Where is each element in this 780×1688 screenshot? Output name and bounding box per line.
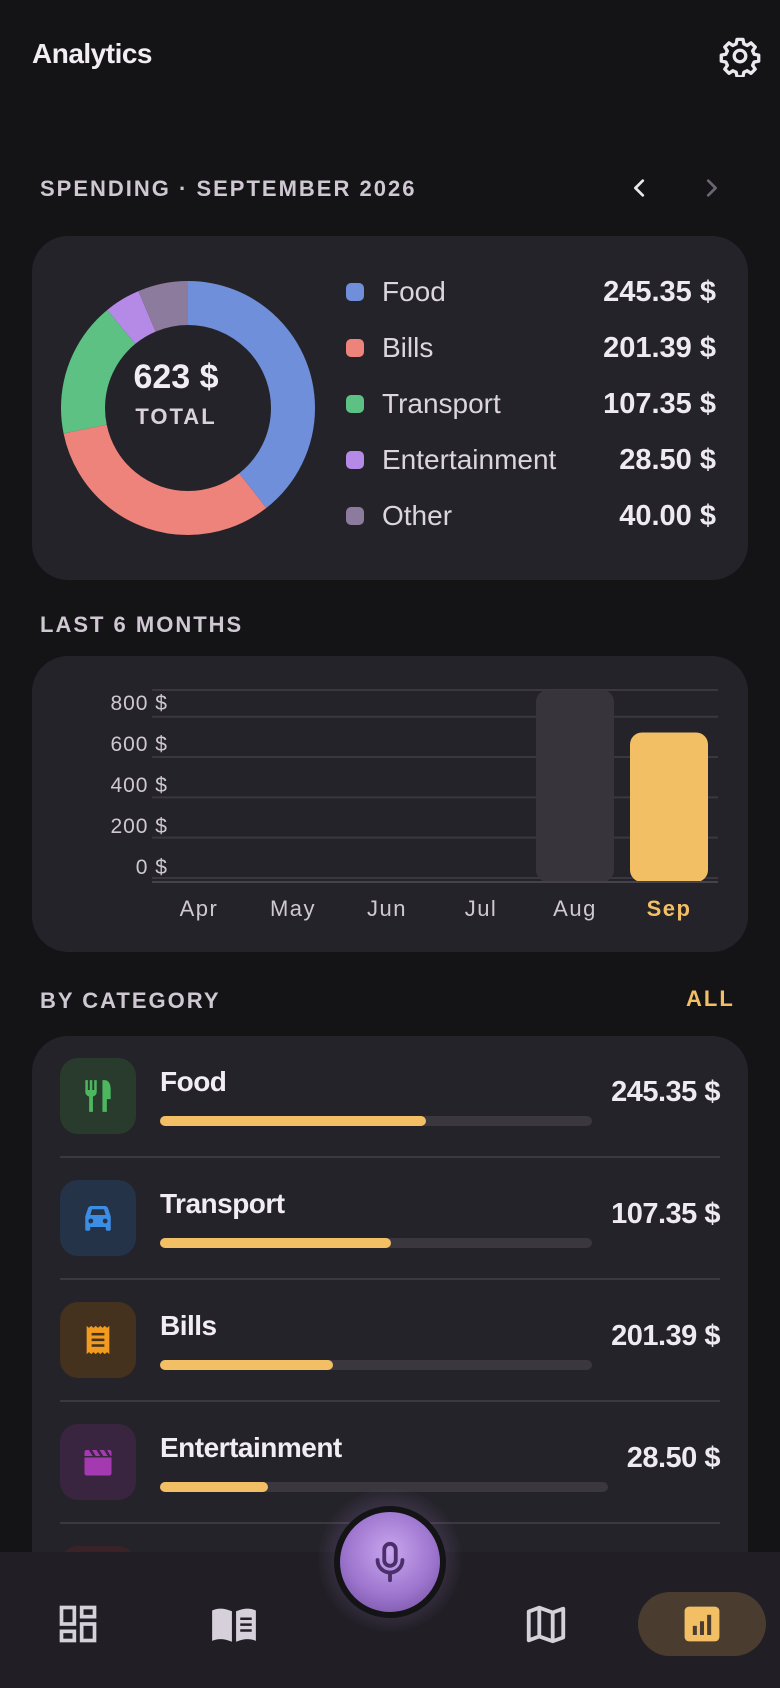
legend-swatch bbox=[346, 451, 364, 469]
category-progress-fill bbox=[160, 1238, 392, 1248]
months-section-title: LAST 6 MONTHS bbox=[40, 612, 244, 637]
category-amount: 245.35 $ bbox=[611, 1076, 720, 1108]
legend-value: 28.50 $ bbox=[619, 443, 716, 476]
category-progress-fill bbox=[160, 1482, 268, 1492]
dashboard-icon bbox=[59, 1605, 97, 1643]
category-name: Transport bbox=[160, 1188, 285, 1219]
car-icon bbox=[85, 1206, 111, 1231]
category-progress-track bbox=[160, 1238, 592, 1248]
chevron-left-icon bbox=[634, 179, 645, 197]
bar-sep[interactable] bbox=[630, 732, 708, 882]
legend-swatch bbox=[346, 283, 364, 301]
clapperboard-icon bbox=[84, 1450, 112, 1476]
legend-swatch bbox=[346, 507, 364, 525]
categories-section-title: BY CATEGORY bbox=[40, 988, 221, 1013]
category-progress-fill bbox=[160, 1116, 426, 1126]
category-name: Entertainment bbox=[160, 1432, 342, 1463]
legend-value: 107.35 $ bbox=[603, 387, 716, 420]
x-tick-label: Jun bbox=[367, 896, 407, 921]
previous-month-button[interactable] bbox=[618, 166, 662, 210]
legend-item-bills: Bills 201.39 $ bbox=[346, 320, 716, 376]
settings-button[interactable] bbox=[716, 32, 764, 80]
category-name: Bills bbox=[160, 1310, 217, 1341]
book-icon bbox=[212, 1608, 256, 1642]
category-icon-tile bbox=[60, 1302, 136, 1378]
category-amount: 28.50 $ bbox=[626, 1442, 721, 1474]
legend-value: 40.00 $ bbox=[619, 499, 716, 532]
category-icon-tile bbox=[60, 1424, 136, 1500]
legend-swatch bbox=[346, 339, 364, 357]
app-bar: Analytics bbox=[0, 0, 780, 112]
legend-value: 245.35 $ bbox=[603, 275, 716, 308]
category-row-bills[interactable]: Bills 201.39 $ bbox=[32, 1280, 748, 1402]
view-all-categories-link[interactable]: ALL bbox=[686, 986, 735, 1011]
legend-label: Transport bbox=[382, 388, 501, 419]
page-title: Analytics bbox=[32, 38, 153, 69]
category-amount: 201.39 $ bbox=[611, 1320, 720, 1352]
y-tick-label: 600 $ bbox=[110, 733, 168, 756]
x-tick-label: Apr bbox=[179, 896, 219, 921]
donut-total-value: 623 $ bbox=[133, 358, 219, 396]
row-divider bbox=[60, 1156, 720, 1158]
category-name: Food bbox=[160, 1066, 227, 1097]
category-progress-fill bbox=[160, 1360, 333, 1370]
nav-journal[interactable] bbox=[198, 1588, 270, 1660]
x-tick-label: Jul bbox=[464, 896, 498, 921]
x-tick-label-selected: Sep bbox=[646, 896, 692, 921]
nav-dashboard[interactable] bbox=[42, 1588, 114, 1660]
legend-item-food: Food 245.35 $ bbox=[346, 264, 716, 320]
spending-donut-chart bbox=[61, 281, 315, 535]
category-icon-tile bbox=[60, 1180, 136, 1256]
gear-icon bbox=[719, 37, 761, 77]
spending-section-title: SPENDING · SEPTEMBER 2026 bbox=[40, 176, 417, 201]
nav-analytics[interactable] bbox=[666, 1588, 738, 1660]
nav-map[interactable] bbox=[510, 1588, 582, 1660]
map-icon bbox=[526, 1605, 566, 1644]
legend-label: Other bbox=[382, 500, 453, 531]
category-progress-track bbox=[160, 1360, 592, 1370]
legend-item-transport: Transport 107.35 $ bbox=[346, 376, 716, 432]
row-divider bbox=[60, 1400, 720, 1402]
receipt-icon bbox=[86, 1325, 110, 1355]
analytics-icon bbox=[684, 1606, 720, 1642]
x-tick-label: Aug bbox=[553, 896, 597, 921]
microphone-icon bbox=[375, 1541, 405, 1583]
monthly-chart-card: 800 $ 600 $ 400 $ 200 $ 0 $ Apr May Jun … bbox=[32, 656, 748, 952]
donut-slice-transport bbox=[61, 281, 315, 535]
monthly-bar-chart bbox=[152, 689, 718, 883]
voice-input-button[interactable] bbox=[334, 1506, 446, 1618]
donut-slice-other bbox=[61, 281, 315, 535]
legend-item-entertainment: Entertainment 28.50 $ bbox=[346, 432, 716, 488]
y-tick-label: 200 $ bbox=[110, 815, 168, 838]
bar-aug[interactable] bbox=[536, 690, 614, 882]
x-tick-label: May bbox=[269, 896, 317, 921]
legend-label: Entertainment bbox=[382, 444, 557, 475]
donut-total-label: TOTAL bbox=[135, 404, 217, 429]
legend-value: 201.39 $ bbox=[603, 331, 716, 364]
legend-label: Food bbox=[382, 276, 446, 307]
category-amount: 107.35 $ bbox=[611, 1198, 720, 1230]
spending-summary-card: 623 $ TOTAL Food 245.35 $ Bills 201.39 $… bbox=[32, 236, 748, 580]
legend-swatch bbox=[346, 395, 364, 413]
row-divider bbox=[60, 1278, 720, 1280]
legend-item-other: Other 40.00 $ bbox=[346, 488, 716, 544]
category-progress-track bbox=[160, 1116, 592, 1126]
y-tick-label: 800 $ bbox=[110, 692, 168, 715]
legend-label: Bills bbox=[382, 332, 434, 363]
chevron-right-icon bbox=[706, 179, 717, 197]
category-progress-track bbox=[160, 1482, 608, 1492]
category-row-entertainment[interactable]: Entertainment 28.50 $ bbox=[32, 1402, 748, 1524]
category-list: Food 245.35 $ Transport 107.35 $ bbox=[32, 1036, 748, 1622]
category-icon-tile bbox=[60, 1058, 136, 1134]
y-tick-label: 0 $ bbox=[135, 856, 168, 879]
category-row-food[interactable]: Food 245.35 $ bbox=[32, 1036, 748, 1158]
category-row-transport[interactable]: Transport 107.35 $ bbox=[32, 1158, 748, 1280]
y-tick-label: 400 $ bbox=[110, 774, 168, 797]
donut-slice-bills bbox=[61, 281, 315, 535]
next-month-button[interactable] bbox=[689, 166, 733, 210]
fork-knife-icon bbox=[85, 1080, 111, 1112]
